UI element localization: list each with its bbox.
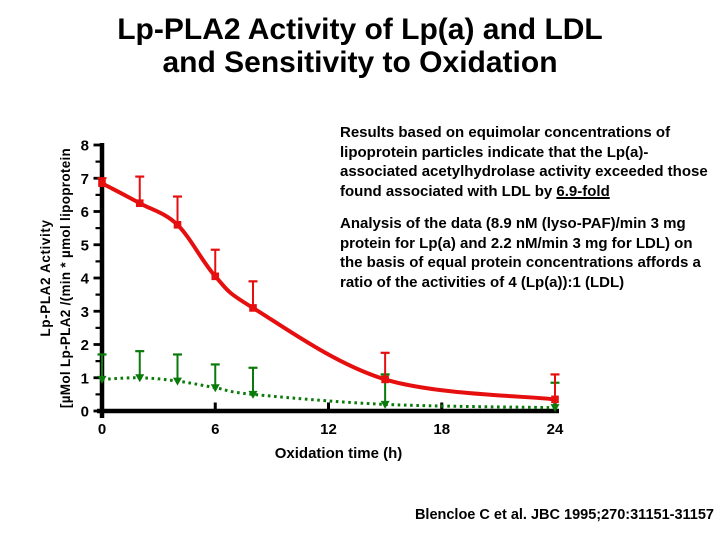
y-tick-label: 2	[81, 337, 89, 354]
data-point-marker	[135, 199, 144, 207]
y-axis-label-line1: Lp-PLA2 Activity	[38, 219, 53, 336]
y-tick-label: 6	[81, 204, 89, 221]
data-point-marker	[381, 375, 389, 384]
data-point-marker	[173, 221, 182, 229]
citation-text: Blencloe C et al. JBC 1995;270:31151-311…	[414, 507, 714, 523]
x-tick-label: 0	[98, 421, 106, 438]
x-tick-label: 12	[320, 421, 337, 438]
y-tick-label: 7	[81, 171, 89, 188]
y-tick-label: 4	[81, 271, 90, 288]
page-title: Lp-PLA2 Activity of Lp(a) and LDL and Se…	[0, 13, 720, 79]
series-line	[101, 181, 556, 402]
y-tick-label: 5	[81, 237, 89, 254]
annotation-block: Results based on equimolar concentration…	[340, 123, 718, 292]
page-title-line2: and Sensitivity to Oxidation	[162, 46, 558, 79]
x-axis-label: Oxidation time (h)	[275, 445, 403, 462]
annotation-fold-value: 6.9-fold	[556, 182, 610, 200]
x-tick-label: 18	[433, 421, 450, 438]
x-tick-label: 6	[211, 421, 219, 438]
data-point-marker	[173, 377, 182, 386]
annotation-paragraph-1: Results based on equimolar concentration…	[340, 123, 718, 201]
data-point-marker	[550, 404, 560, 413]
data-point-marker	[135, 374, 145, 383]
page-title-line1: Lp-PLA2 Activity of Lp(a) and LDL	[117, 13, 603, 46]
data-point-marker	[551, 395, 559, 404]
annotation-paragraph-2: Analysis of the data (8.9 nM (lyso-PAF)/…	[340, 215, 701, 291]
data-point-marker	[211, 272, 220, 281]
y-tick-label: 8	[81, 138, 89, 155]
x-tick-label: 24	[547, 421, 564, 438]
y-tick-label: 3	[81, 304, 89, 321]
series-lp-a-	[97, 175, 560, 404]
y-tick-label: 0	[81, 404, 89, 421]
data-point-marker	[97, 375, 107, 384]
data-point-marker	[380, 400, 390, 409]
data-point-marker	[210, 384, 220, 393]
data-point-marker	[249, 304, 257, 312]
data-point-marker	[248, 390, 258, 399]
y-axis-label-line2: [µMol Lp-PLA2 /(min * µmol lipoprotein	[58, 148, 73, 408]
annotation-paragraph-1-text: Results based on equimolar concentration…	[340, 124, 708, 200]
y-tick-label: 1	[81, 370, 89, 387]
data-point-marker	[98, 179, 106, 188]
